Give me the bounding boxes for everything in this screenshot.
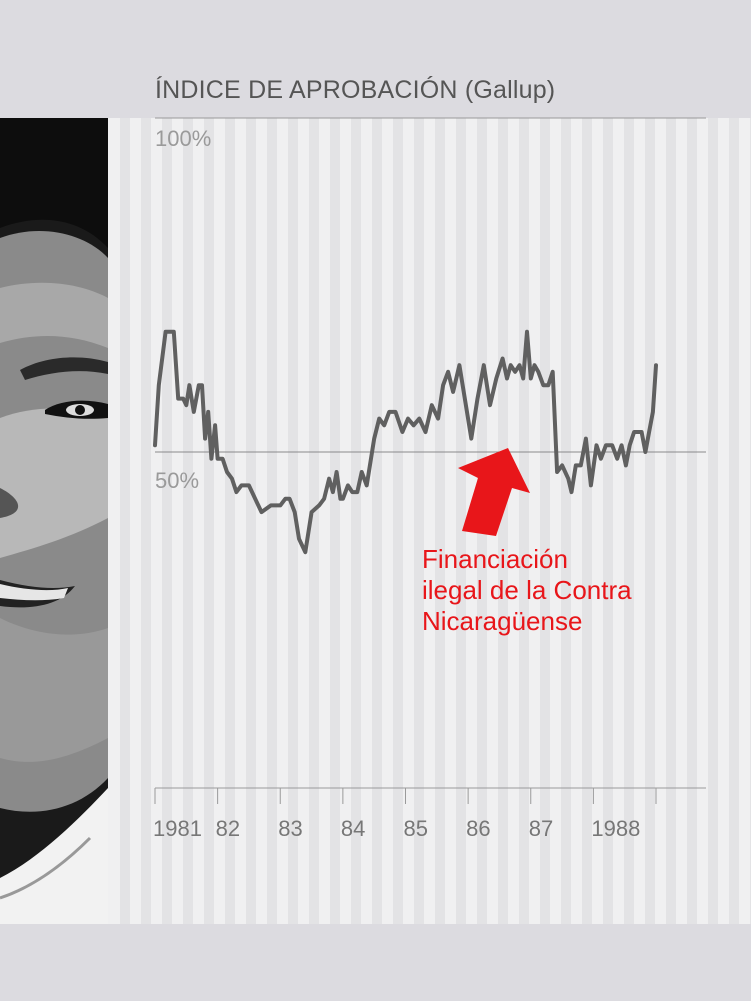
stripe — [687, 118, 697, 924]
stripe — [540, 118, 550, 924]
x-tick-label: 83 — [278, 816, 302, 841]
annotation-arrow — [458, 448, 530, 536]
stripe — [267, 118, 277, 924]
stripe — [519, 118, 529, 924]
y-tick-label: 50% — [155, 468, 199, 493]
x-tick-label: 87 — [529, 816, 553, 841]
series-line — [153, 329, 658, 555]
chart-panel — [108, 118, 751, 924]
stripe — [246, 118, 256, 924]
annotation-line: ilegal de la Contra — [422, 575, 632, 605]
stripe — [456, 118, 466, 924]
stripe — [141, 118, 151, 924]
stripe — [225, 118, 235, 924]
stripe — [666, 118, 676, 924]
x-tick-label: 82 — [216, 816, 240, 841]
stripe — [708, 118, 718, 924]
stripe — [309, 118, 319, 924]
stripe — [645, 118, 655, 924]
x-tick-label: 1981 — [153, 816, 202, 841]
chart-title: ÍNDICE DE APROBACIÓN (Gallup) — [155, 76, 556, 104]
stripe — [120, 118, 130, 924]
stripe — [162, 118, 172, 924]
stripe — [729, 118, 739, 924]
stripe — [561, 118, 571, 924]
x-tick-label: 1988 — [591, 816, 640, 841]
stripe — [603, 118, 613, 924]
x-tick-label: 86 — [466, 816, 490, 841]
stripe — [351, 118, 361, 924]
annotation-line: Financiación — [422, 544, 568, 574]
x-tick-label: 84 — [341, 816, 365, 841]
x-tick-label: 85 — [404, 816, 428, 841]
stripe — [435, 118, 445, 924]
stripe — [288, 118, 298, 924]
stripe — [393, 118, 403, 924]
y-tick-label: 100% — [155, 126, 211, 151]
background-stripes — [120, 118, 751, 924]
stripe — [330, 118, 340, 924]
portrait-photo — [0, 118, 108, 924]
stripe — [414, 118, 424, 924]
stripe — [183, 118, 193, 924]
annotation-line: Nicaragüense — [422, 606, 583, 636]
annotation-text: Financiación ilegal de la Contra Nicaragüe… — [422, 544, 722, 637]
stripe — [624, 118, 634, 924]
stripe — [204, 118, 214, 924]
stripe — [498, 118, 508, 924]
stripe — [372, 118, 382, 924]
stripe — [582, 118, 592, 924]
